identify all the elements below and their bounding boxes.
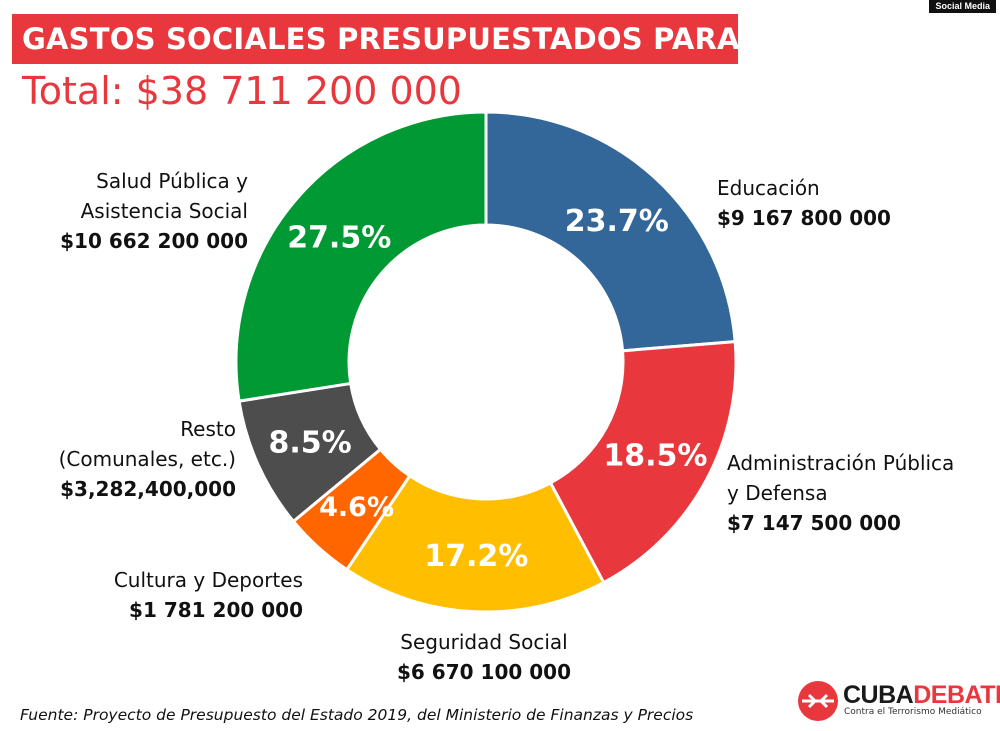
logo-tagline: Contra el Terrorismo Mediático (844, 707, 982, 717)
slice-percent-label: 23.7% (565, 204, 669, 239)
logo-word-2: DEBATE (913, 681, 1000, 709)
slice-percent-label: 27.5% (287, 221, 391, 256)
slice-amount: $6 670 100 000 (397, 660, 571, 684)
slice-amount: $9 167 800 000 (717, 206, 891, 230)
slice-amount: $3,282,400,000 (60, 477, 236, 501)
cubadebate-logo: CUBADEBATE Contra el Terrorismo Mediátic… (797, 680, 1000, 722)
slice-percent-label: 18.5% (603, 438, 707, 473)
slice-label-administracion: Administración Pública y Defensa $7 147 … (727, 448, 954, 538)
logo-word-1: CUBA (843, 681, 914, 709)
slice-label-line: Seguridad Social (400, 630, 568, 654)
total-amount: Total: $38 711 200 000 (22, 69, 462, 113)
slice-label-cultura-deportes: Cultura y Deportes $1 781 200 000 (114, 565, 303, 625)
slice-label-line: (Comunales, etc.) (58, 447, 236, 471)
social-media-badge: Social Media (929, 0, 996, 13)
donut-slice (484, 110, 737, 353)
logo-wordmark: CUBADEBATE (843, 682, 1000, 708)
slice-label-line: Administración Pública (727, 451, 955, 475)
slice-percent-label: 17.2% (424, 539, 528, 574)
slice-label-line: y Defensa (727, 481, 828, 505)
chart-title: GASTOS SOCIALES PRESUPUESTADOS PARA 2019 (22, 22, 832, 56)
donut-slice (548, 339, 738, 585)
slice-amount: $1 781 200 000 (129, 598, 303, 622)
slice-label-line: Asistencia Social (80, 199, 248, 223)
slice-label-salud: Salud Pública y Asistencia Social $10 66… (60, 166, 248, 256)
donut-slice (234, 110, 488, 403)
slice-label-line: Cultura y Deportes (113, 568, 303, 592)
slice-amount: $10 662 200 000 (60, 229, 248, 253)
slice-percent-label: 4.6% (319, 492, 394, 523)
slice-label-line: Resto (180, 417, 236, 441)
slice-label-resto: Resto (Comunales, etc.) $3,282,400,000 (59, 414, 236, 504)
cubadebate-emblem-icon (798, 681, 838, 721)
slice-amount: $7 147 500 000 (727, 511, 901, 535)
slice-percent-label: 8.5% (268, 425, 351, 460)
slice-label-line: Salud Pública y (96, 169, 248, 193)
slice-label-seguridad-social: Seguridad Social $6 670 100 000 (384, 627, 584, 687)
title-banner: GASTOS SOCIALES PRESUPUESTADOS PARA 2019 (12, 14, 831, 64)
slice-label-line: Educación (717, 176, 820, 200)
source-note: Fuente: Proyecto de Presupuesto del Esta… (20, 706, 694, 724)
slice-label-educacion: Educación $9 167 800 000 (717, 173, 891, 233)
donut-slice (344, 473, 606, 614)
